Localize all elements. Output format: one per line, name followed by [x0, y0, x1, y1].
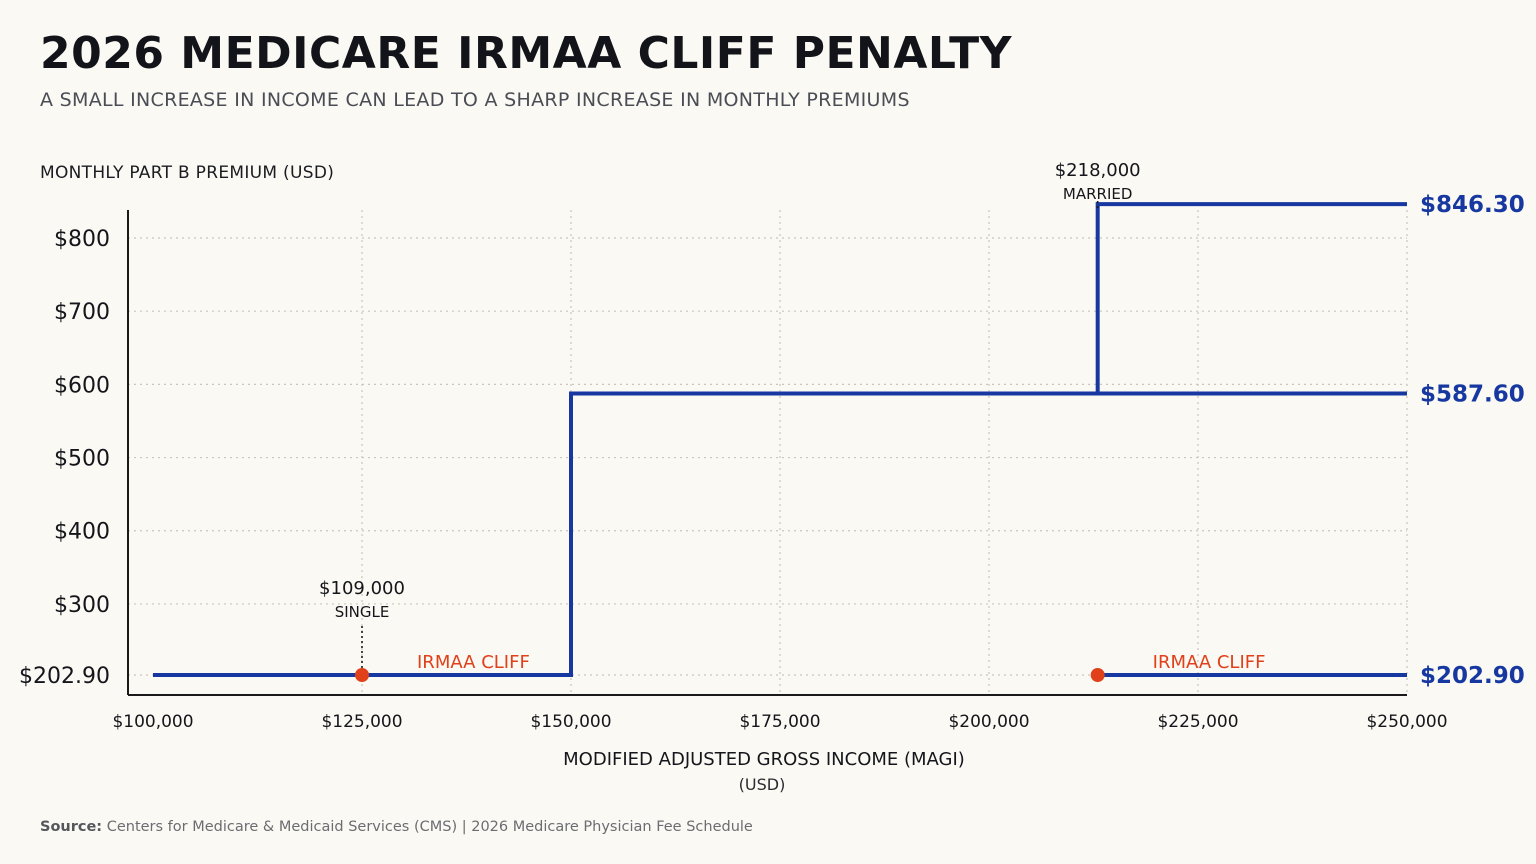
axis-layer: [127, 210, 1407, 696]
series-end-label: $202.90: [1420, 663, 1525, 689]
grid-layer: [128, 210, 1408, 695]
marker-layer: $109,000 SINGLE IRMAA CLIFF $218,000 MARRIED…: [319, 160, 1265, 682]
chart-title: 2026 MEDICARE IRMAA CLIFF PENALTY: [40, 28, 1013, 79]
x-tick-label: $100,000: [112, 712, 193, 732]
y-tick-label: $202.90: [19, 664, 110, 689]
x-tick-label: $125,000: [321, 712, 402, 732]
series-end-label: $587.60: [1420, 381, 1525, 407]
threshold-amount-label: $218,000: [1055, 160, 1141, 181]
x-tick-label: $150,000: [530, 712, 611, 732]
source-text: Centers for Medicare & Medicaid Services…: [106, 819, 753, 835]
x-axis-title: MODIFIED ADJUSTED GROSS INCOME (MAGI): [563, 749, 965, 770]
series-line: [1095, 202, 1407, 394]
threshold-dot: [355, 668, 369, 682]
chart-subtitle: A SMALL INCREASE IN INCOME CAN LEAD TO A…: [40, 89, 910, 111]
y-tick-label: $500: [54, 447, 110, 472]
source-note: Source: Centers for Medicare & Medicaid …: [40, 819, 753, 835]
y-tick-label: $800: [54, 227, 110, 252]
x-tick-label: $175,000: [739, 712, 820, 732]
x-tick-label: $200,000: [948, 712, 1029, 732]
threshold-status-label: MARRIED: [1063, 185, 1133, 203]
irmaa-cliff-label: IRMAA CLIFF: [417, 652, 530, 673]
y-tick-label: $600: [54, 373, 110, 398]
series-end-label: $846.30: [1420, 192, 1525, 218]
x-tick-label: $250,000: [1366, 712, 1447, 732]
y-tick-label: $400: [54, 520, 110, 545]
tick-layer: $202.90 $300 $400 $500 $600 $700 $800 $100,000 $…: [19, 227, 1448, 732]
x-axis-unit: (USD): [739, 775, 786, 794]
threshold-dot: [1090, 668, 1105, 682]
y-tick-label: $700: [54, 300, 110, 325]
y-tick-label: $300: [54, 593, 110, 618]
irmaa-cliff-label: IRMAA CLIFF: [1153, 652, 1266, 673]
x-tick-label: $225,000: [1157, 712, 1238, 732]
source-label: Source:: [40, 819, 103, 835]
threshold-status-label: SINGLE: [335, 603, 390, 621]
y-axis-label: MONTHLY PART B PREMIUM (USD): [40, 163, 335, 183]
threshold-amount-label: $109,000: [319, 578, 405, 599]
